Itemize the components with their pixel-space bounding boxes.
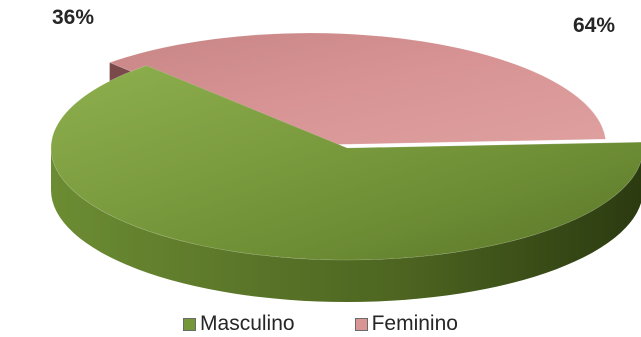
- legend-swatch-masculino: [183, 317, 197, 331]
- pie-slice-feminino: [108, 32, 606, 146]
- chart-legend: Masculino Feminino: [0, 312, 641, 336]
- legend-label-feminino: Feminino: [371, 312, 458, 335]
- legend-item-feminino: Feminino: [354, 312, 458, 336]
- legend-item-masculino: Masculino: [183, 312, 295, 336]
- pie-slice-masculino: [50, 65, 641, 261]
- slice-side-masculino: [51, 148, 641, 302]
- legend-label-masculino: Masculino: [200, 312, 295, 335]
- slice-label-feminino: 36%: [52, 6, 95, 29]
- legend-swatch-feminino: [354, 317, 368, 331]
- slice-label-masculino: 64%: [573, 14, 616, 37]
